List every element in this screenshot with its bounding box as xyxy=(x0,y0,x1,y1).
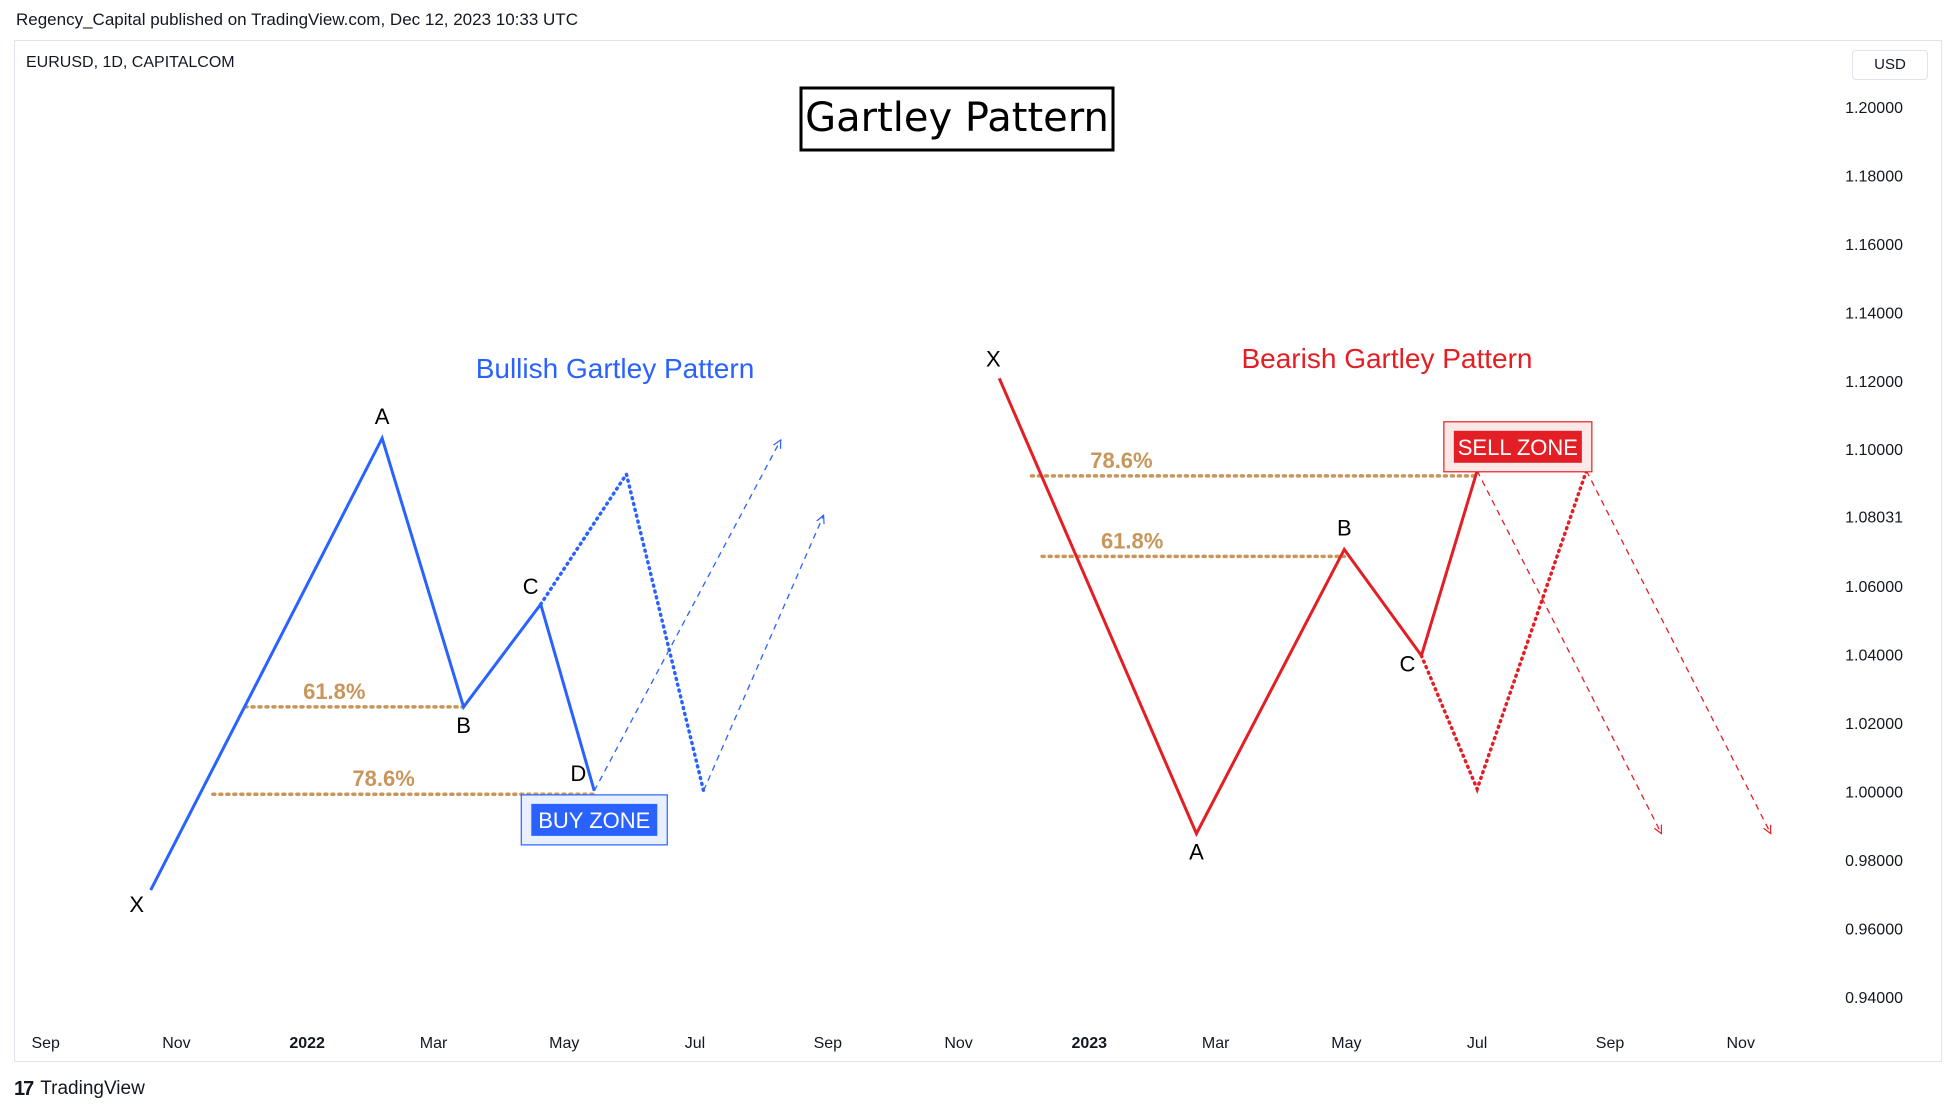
y-tick-label: 1.04000 xyxy=(1845,648,1903,665)
y-tick-label: 1.16000 xyxy=(1845,237,1903,254)
x-tick-label: Mar xyxy=(420,1035,448,1052)
pattern-point-label: B xyxy=(456,713,471,738)
y-tick-label: 0.98000 xyxy=(1845,853,1903,870)
y-tick-label: 1.10000 xyxy=(1845,442,1903,459)
symbol-info[interactable]: EURUSD, 1D, CAPITALCOM xyxy=(26,54,235,71)
y-tick-label: 1.18000 xyxy=(1845,168,1903,185)
tradingview-brand[interactable]: TradingView xyxy=(40,1078,145,1099)
chart-title-group: Gartley Pattern xyxy=(799,86,1115,152)
pattern-line xyxy=(149,434,596,891)
x-tick-label: Sep xyxy=(1596,1035,1625,1052)
y-tick-label: 1.06000 xyxy=(1845,579,1903,596)
fib-level-label: 61.8% xyxy=(303,679,365,704)
y-tick-label: 1.02000 xyxy=(1845,716,1903,733)
x-tick-label: Sep xyxy=(31,1035,60,1052)
x-tick-label: Mar xyxy=(1202,1035,1230,1052)
y-tick-label: 1.12000 xyxy=(1845,374,1903,391)
fib-level-label: 61.8% xyxy=(1101,528,1163,553)
price-axis: 1.20000 1.18000 1.16000 1.14000 1.12000 1.100… xyxy=(1845,100,1903,1007)
pattern-point-label: C xyxy=(1399,652,1415,677)
y-tick-label: 1.14000 xyxy=(1845,305,1903,322)
tradingview-logo-icon[interactable]: 17 xyxy=(14,1077,34,1100)
x-tick-label: May xyxy=(1331,1035,1361,1052)
pattern-line xyxy=(997,377,1479,838)
publisher-line: Regency_Capital published on TradingView… xyxy=(16,10,578,29)
zone-label: BUY ZONE xyxy=(538,808,650,833)
projection-arrow xyxy=(593,440,780,792)
zone-label: SELL ZONE xyxy=(1458,435,1578,460)
pattern-point-label: A xyxy=(1189,840,1204,865)
y-tick-label: 1.00000 xyxy=(1845,785,1903,802)
projection-arrow xyxy=(1585,470,1770,834)
projection-arrow xyxy=(702,515,824,792)
projection-lines xyxy=(538,440,1771,834)
fib-levels: 61.8% 78.6% 61.8% 78.6% xyxy=(211,448,1479,796)
time-axis: Sep Nov 2022 Mar May Jul Sep Nov 2023 Mar May Jul Se… xyxy=(31,1035,1754,1052)
footer: 17 TradingView xyxy=(14,1074,145,1104)
y-tick-label: 1.20000 xyxy=(1845,100,1903,117)
pattern-title: Bearish Gartley Pattern xyxy=(1241,343,1532,374)
pattern-lines xyxy=(149,377,1479,891)
chart-title: Gartley Pattern xyxy=(805,95,1109,141)
x-tick-label: Jul xyxy=(1467,1035,1487,1052)
x-tick-label: Jul xyxy=(685,1035,705,1052)
pattern-point-label: X xyxy=(986,346,1001,371)
x-tick-label: May xyxy=(549,1035,579,1052)
currency-button[interactable]: USD xyxy=(1852,50,1928,80)
x-tick-label: 2023 xyxy=(1071,1035,1107,1052)
pattern-point-label: B xyxy=(1337,515,1352,540)
pattern-title: Bullish Gartley Pattern xyxy=(476,353,755,384)
pattern-point-label: A xyxy=(375,404,390,429)
x-tick-label: Nov xyxy=(162,1035,190,1052)
y-tick-label: 0.94000 xyxy=(1845,990,1903,1007)
fib-level-label: 78.6% xyxy=(1090,448,1152,473)
zone-fill xyxy=(1453,430,1582,463)
projection-arrow xyxy=(1476,470,1661,834)
pattern-point-label: D xyxy=(570,761,586,786)
zone-labels: BUY ZONE SELL ZONE xyxy=(520,421,1593,846)
zone-fill xyxy=(531,803,658,836)
pattern-labels: Bullish Gartley Pattern X A B C D Bearish Gart… xyxy=(129,343,1532,917)
x-tick-label: Sep xyxy=(814,1035,843,1052)
pattern-point-label: C xyxy=(523,574,539,599)
x-tick-label: 2022 xyxy=(289,1035,325,1052)
y-tick-label: 0.96000 xyxy=(1845,921,1903,938)
projection-dotted-line xyxy=(1419,469,1589,795)
chart-frame xyxy=(14,40,1942,1062)
chart-title-box xyxy=(799,86,1115,152)
pattern-point-label: X xyxy=(129,892,144,917)
y-tick-label: 1.08031 xyxy=(1845,510,1903,527)
x-tick-label: Nov xyxy=(944,1035,972,1052)
x-tick-label: Nov xyxy=(1726,1035,1754,1052)
projection-dotted-line xyxy=(538,469,706,793)
fib-level-label: 78.6% xyxy=(352,766,414,791)
